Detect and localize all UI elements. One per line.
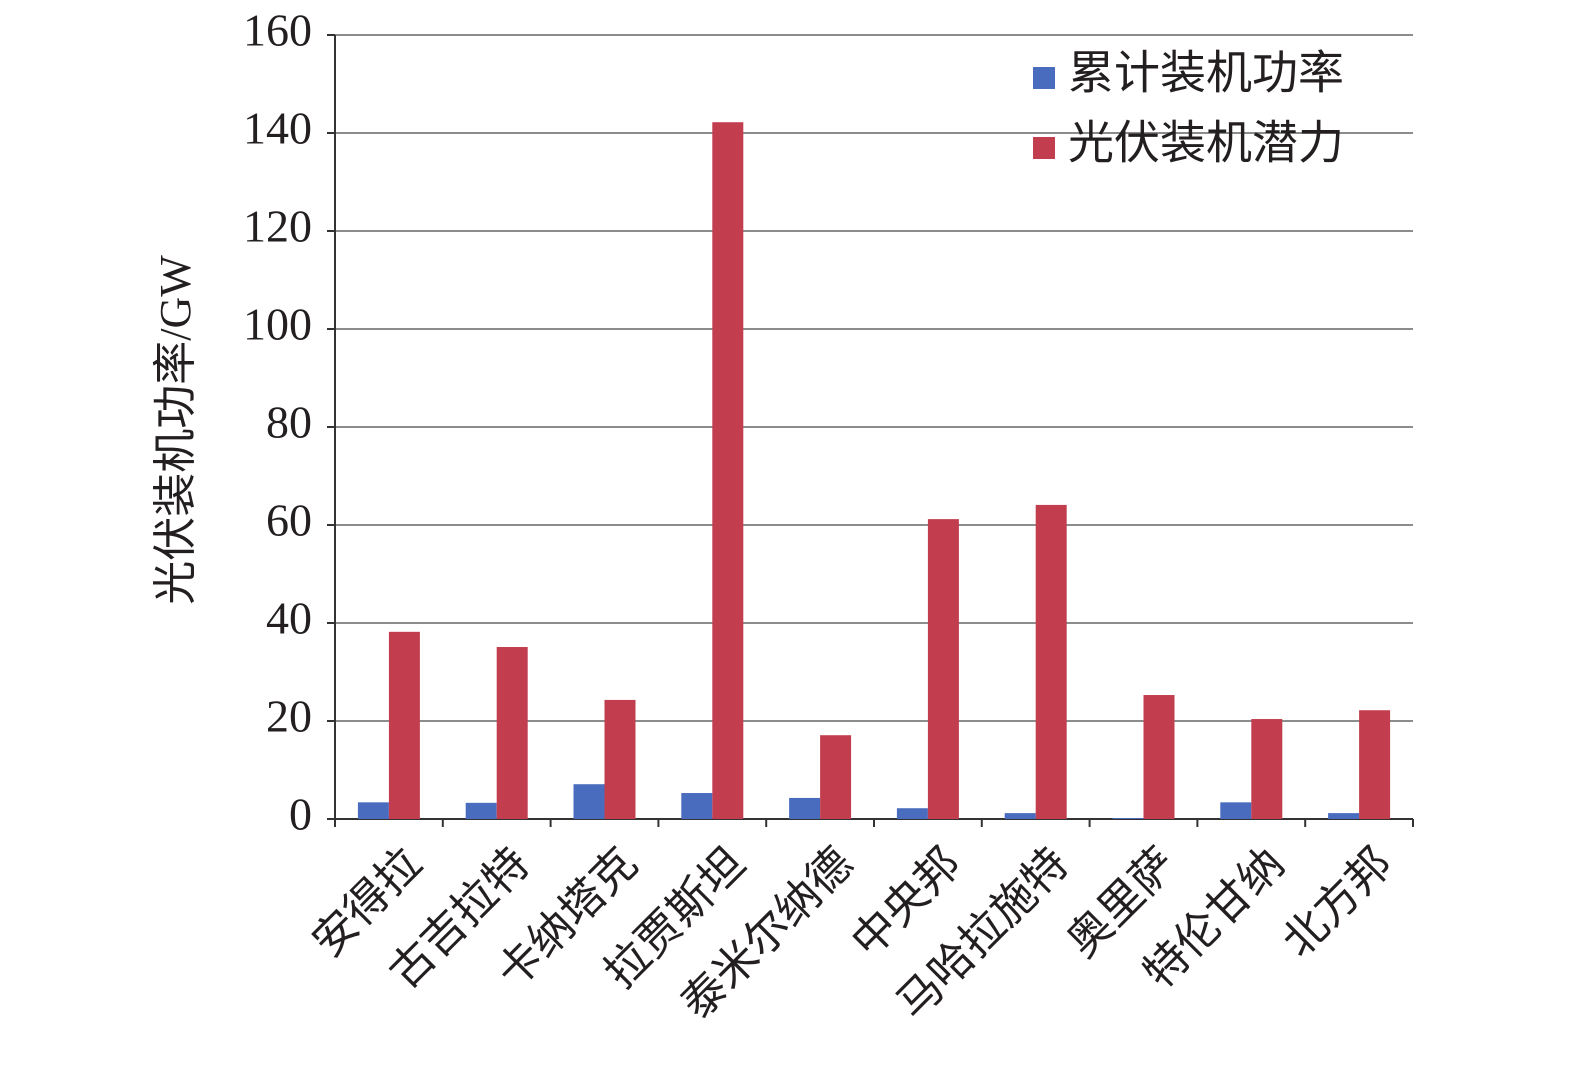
bar: [496, 647, 528, 819]
legend-label: 光伏装机潜力: [1068, 118, 1344, 169]
legend-swatch: [1033, 67, 1055, 89]
y-tick-label: 0: [289, 789, 312, 840]
bar: [820, 735, 852, 819]
y-axis-title: 光伏装机功率/GW: [151, 255, 200, 605]
y-tick-label: 100: [243, 299, 312, 350]
bar: [1004, 813, 1036, 819]
x-tick-label: 北方邦: [1273, 839, 1401, 967]
y-tick-label: 80: [266, 397, 312, 448]
legend-label: 累计装机功率: [1068, 48, 1344, 99]
bar: [465, 802, 497, 819]
bar: [604, 699, 636, 819]
bar: [896, 808, 928, 819]
bar: [1251, 719, 1283, 819]
bar: [1220, 802, 1252, 819]
bar: [573, 784, 605, 819]
bar: [789, 797, 821, 819]
bar: [357, 802, 389, 819]
y-tick-label: 160: [243, 5, 312, 56]
y-tick-label: 60: [266, 495, 312, 546]
y-tick-label: 20: [266, 691, 312, 742]
legend-swatch: [1033, 137, 1055, 159]
bar: [388, 631, 420, 819]
bar: [1112, 818, 1144, 819]
bar: [1035, 504, 1067, 819]
bar: [1143, 695, 1175, 819]
y-tick-label: 120: [243, 201, 312, 252]
bar: [681, 793, 713, 819]
y-tick-label: 40: [266, 593, 312, 644]
bar: [712, 122, 744, 820]
y-tick-label: 140: [243, 103, 312, 154]
bar: [1359, 710, 1391, 819]
bar: [1328, 813, 1360, 819]
bar: [927, 519, 959, 819]
